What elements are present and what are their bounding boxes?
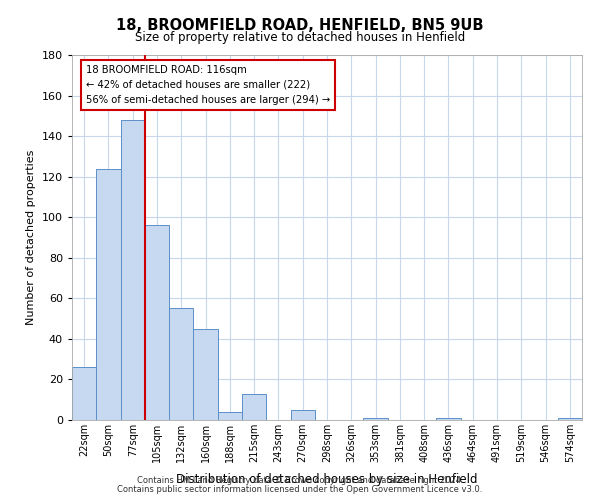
Text: 18, BROOMFIELD ROAD, HENFIELD, BN5 9UB: 18, BROOMFIELD ROAD, HENFIELD, BN5 9UB <box>116 18 484 32</box>
Bar <box>290 410 315 420</box>
Text: 18 BROOMFIELD ROAD: 116sqm
← 42% of detached houses are smaller (222)
56% of sem: 18 BROOMFIELD ROAD: 116sqm ← 42% of deta… <box>86 65 331 104</box>
Y-axis label: Number of detached properties: Number of detached properties <box>26 150 36 325</box>
Bar <box>558 418 582 420</box>
Text: Contains HM Land Registry data © Crown copyright and database right 2024.: Contains HM Land Registry data © Crown c… <box>137 476 463 485</box>
Bar <box>169 308 193 420</box>
Bar <box>96 168 121 420</box>
Text: Contains public sector information licensed under the Open Government Licence v3: Contains public sector information licen… <box>118 485 482 494</box>
Text: Size of property relative to detached houses in Henfield: Size of property relative to detached ho… <box>135 31 465 44</box>
Bar <box>193 329 218 420</box>
Bar <box>436 418 461 420</box>
Bar <box>72 368 96 420</box>
Bar <box>145 226 169 420</box>
Bar <box>218 412 242 420</box>
Bar <box>121 120 145 420</box>
Bar <box>364 418 388 420</box>
X-axis label: Distribution of detached houses by size in Henfield: Distribution of detached houses by size … <box>176 474 478 486</box>
Bar <box>242 394 266 420</box>
